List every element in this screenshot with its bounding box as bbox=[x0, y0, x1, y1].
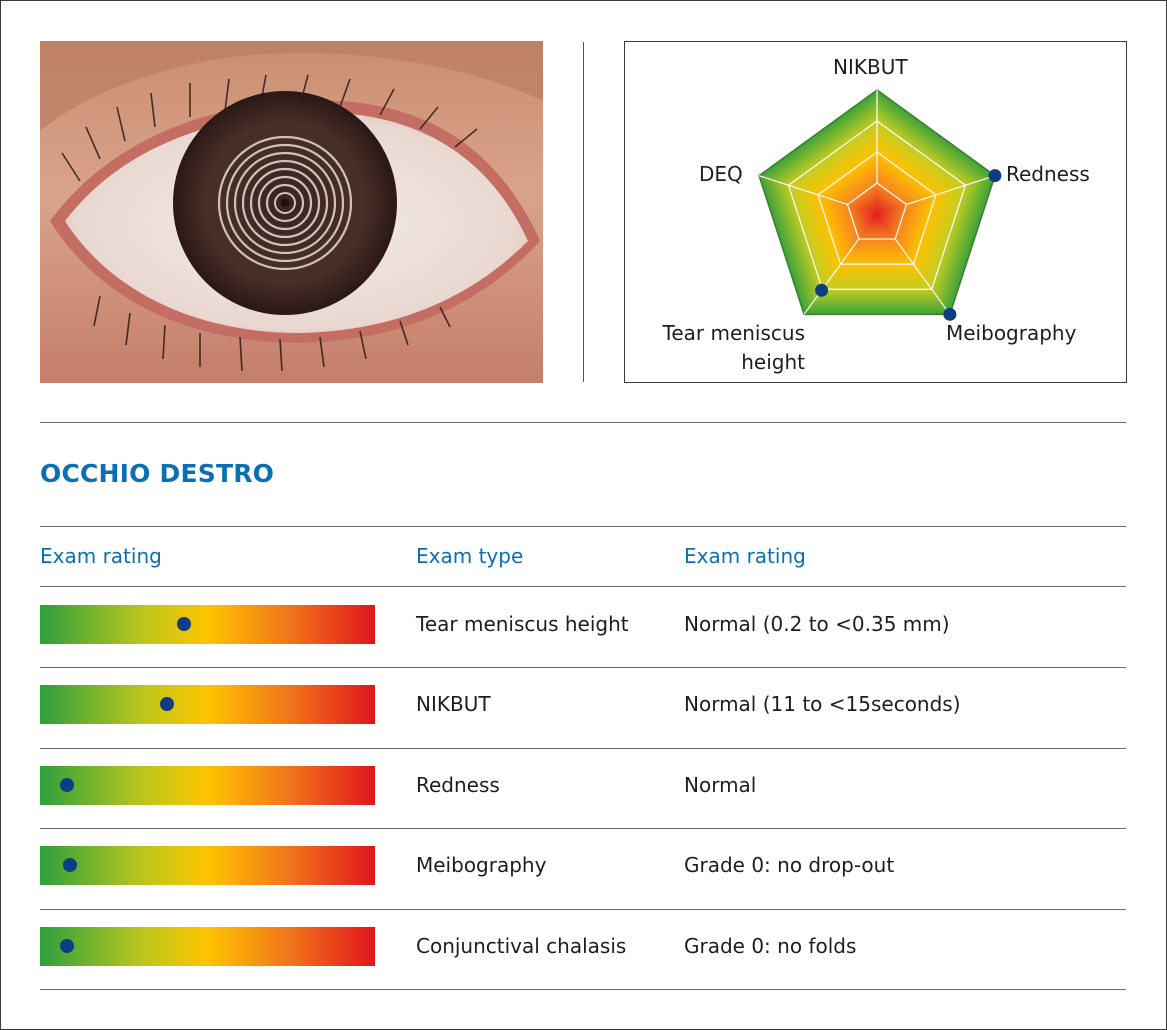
rating-bar bbox=[40, 685, 375, 725]
radar-chart bbox=[758, 89, 1002, 321]
radar-label-tear-line2: height bbox=[741, 350, 805, 374]
rating-marker bbox=[59, 777, 74, 792]
rating-bar bbox=[40, 846, 375, 886]
vertical-divider bbox=[583, 42, 584, 382]
radar-label-deq: DEQ bbox=[699, 162, 743, 186]
exam-rating-cell: Normal (11 to <15seconds) bbox=[684, 692, 961, 717]
exam-rating-cell: Grade 0: no drop-out bbox=[684, 853, 895, 878]
exam-type-cell: NIKBUT bbox=[416, 692, 491, 717]
radar-label-meibography: Meibography bbox=[946, 321, 1077, 345]
table-row-rule bbox=[40, 748, 1126, 749]
radar-spoke bbox=[906, 175, 996, 205]
radar-grid-ring bbox=[817, 151, 937, 265]
exam-type-cell: Conjunctival chalasis bbox=[416, 933, 627, 958]
radar-outline bbox=[758, 89, 996, 316]
exam-rating-cell: Normal bbox=[684, 772, 757, 797]
rating-marker bbox=[59, 938, 74, 953]
table-row-rule bbox=[40, 989, 1126, 990]
exam-type-cell: Meibography bbox=[416, 853, 547, 878]
radar-label-tear-meniscus: Tear meniscus height bbox=[653, 319, 806, 377]
radar-label-redness: Redness bbox=[1006, 162, 1090, 186]
radar-marker-redness bbox=[988, 169, 1002, 183]
rating-marker bbox=[177, 617, 192, 631]
radar-marker-meibography bbox=[943, 307, 957, 321]
radar-spoke bbox=[894, 238, 951, 315]
exam-type-cell: Redness bbox=[416, 772, 500, 797]
table-top-rule bbox=[40, 526, 1126, 527]
header-exam-rating: Exam rating bbox=[684, 544, 806, 568]
radar-spoke bbox=[803, 238, 860, 315]
radar-chart-panel: NIKBUT Redness DEQ Meibography Tear meni… bbox=[624, 41, 1127, 383]
radar-grid-ring bbox=[846, 182, 908, 240]
section-title: OCCHIO DESTRO bbox=[40, 459, 275, 488]
table-row-rule bbox=[40, 828, 1126, 829]
table-header-rule bbox=[40, 586, 1126, 587]
radar-grid-ring bbox=[787, 120, 967, 290]
rating-bar bbox=[40, 926, 375, 966]
radar-label-tear-line1: Tear meniscus bbox=[662, 321, 806, 345]
table-row-rule bbox=[40, 909, 1126, 910]
exam-rating-cell: Normal (0.2 to <0.35 mm) bbox=[684, 612, 950, 636]
radar-label-nikbut: NIKBUT bbox=[833, 55, 908, 79]
radar-marker-tear-meniscus-height bbox=[815, 283, 829, 297]
eye-topography-image bbox=[40, 41, 543, 383]
rating-marker bbox=[63, 858, 78, 873]
table-row-rule bbox=[40, 667, 1126, 668]
rating-bar bbox=[40, 765, 375, 805]
rating-marker bbox=[160, 697, 175, 712]
section-divider bbox=[40, 422, 1126, 423]
rating-bar bbox=[40, 605, 375, 644]
header-exam-type: Exam type bbox=[416, 544, 524, 568]
radar-spoke bbox=[758, 175, 848, 205]
radar-fill-band bbox=[873, 209, 881, 218]
exam-type-cell: Tear meniscus height bbox=[416, 612, 629, 636]
header-exam-rating-bar: Exam rating bbox=[40, 544, 162, 568]
exam-rating-cell: Grade 0: no folds bbox=[684, 933, 857, 958]
